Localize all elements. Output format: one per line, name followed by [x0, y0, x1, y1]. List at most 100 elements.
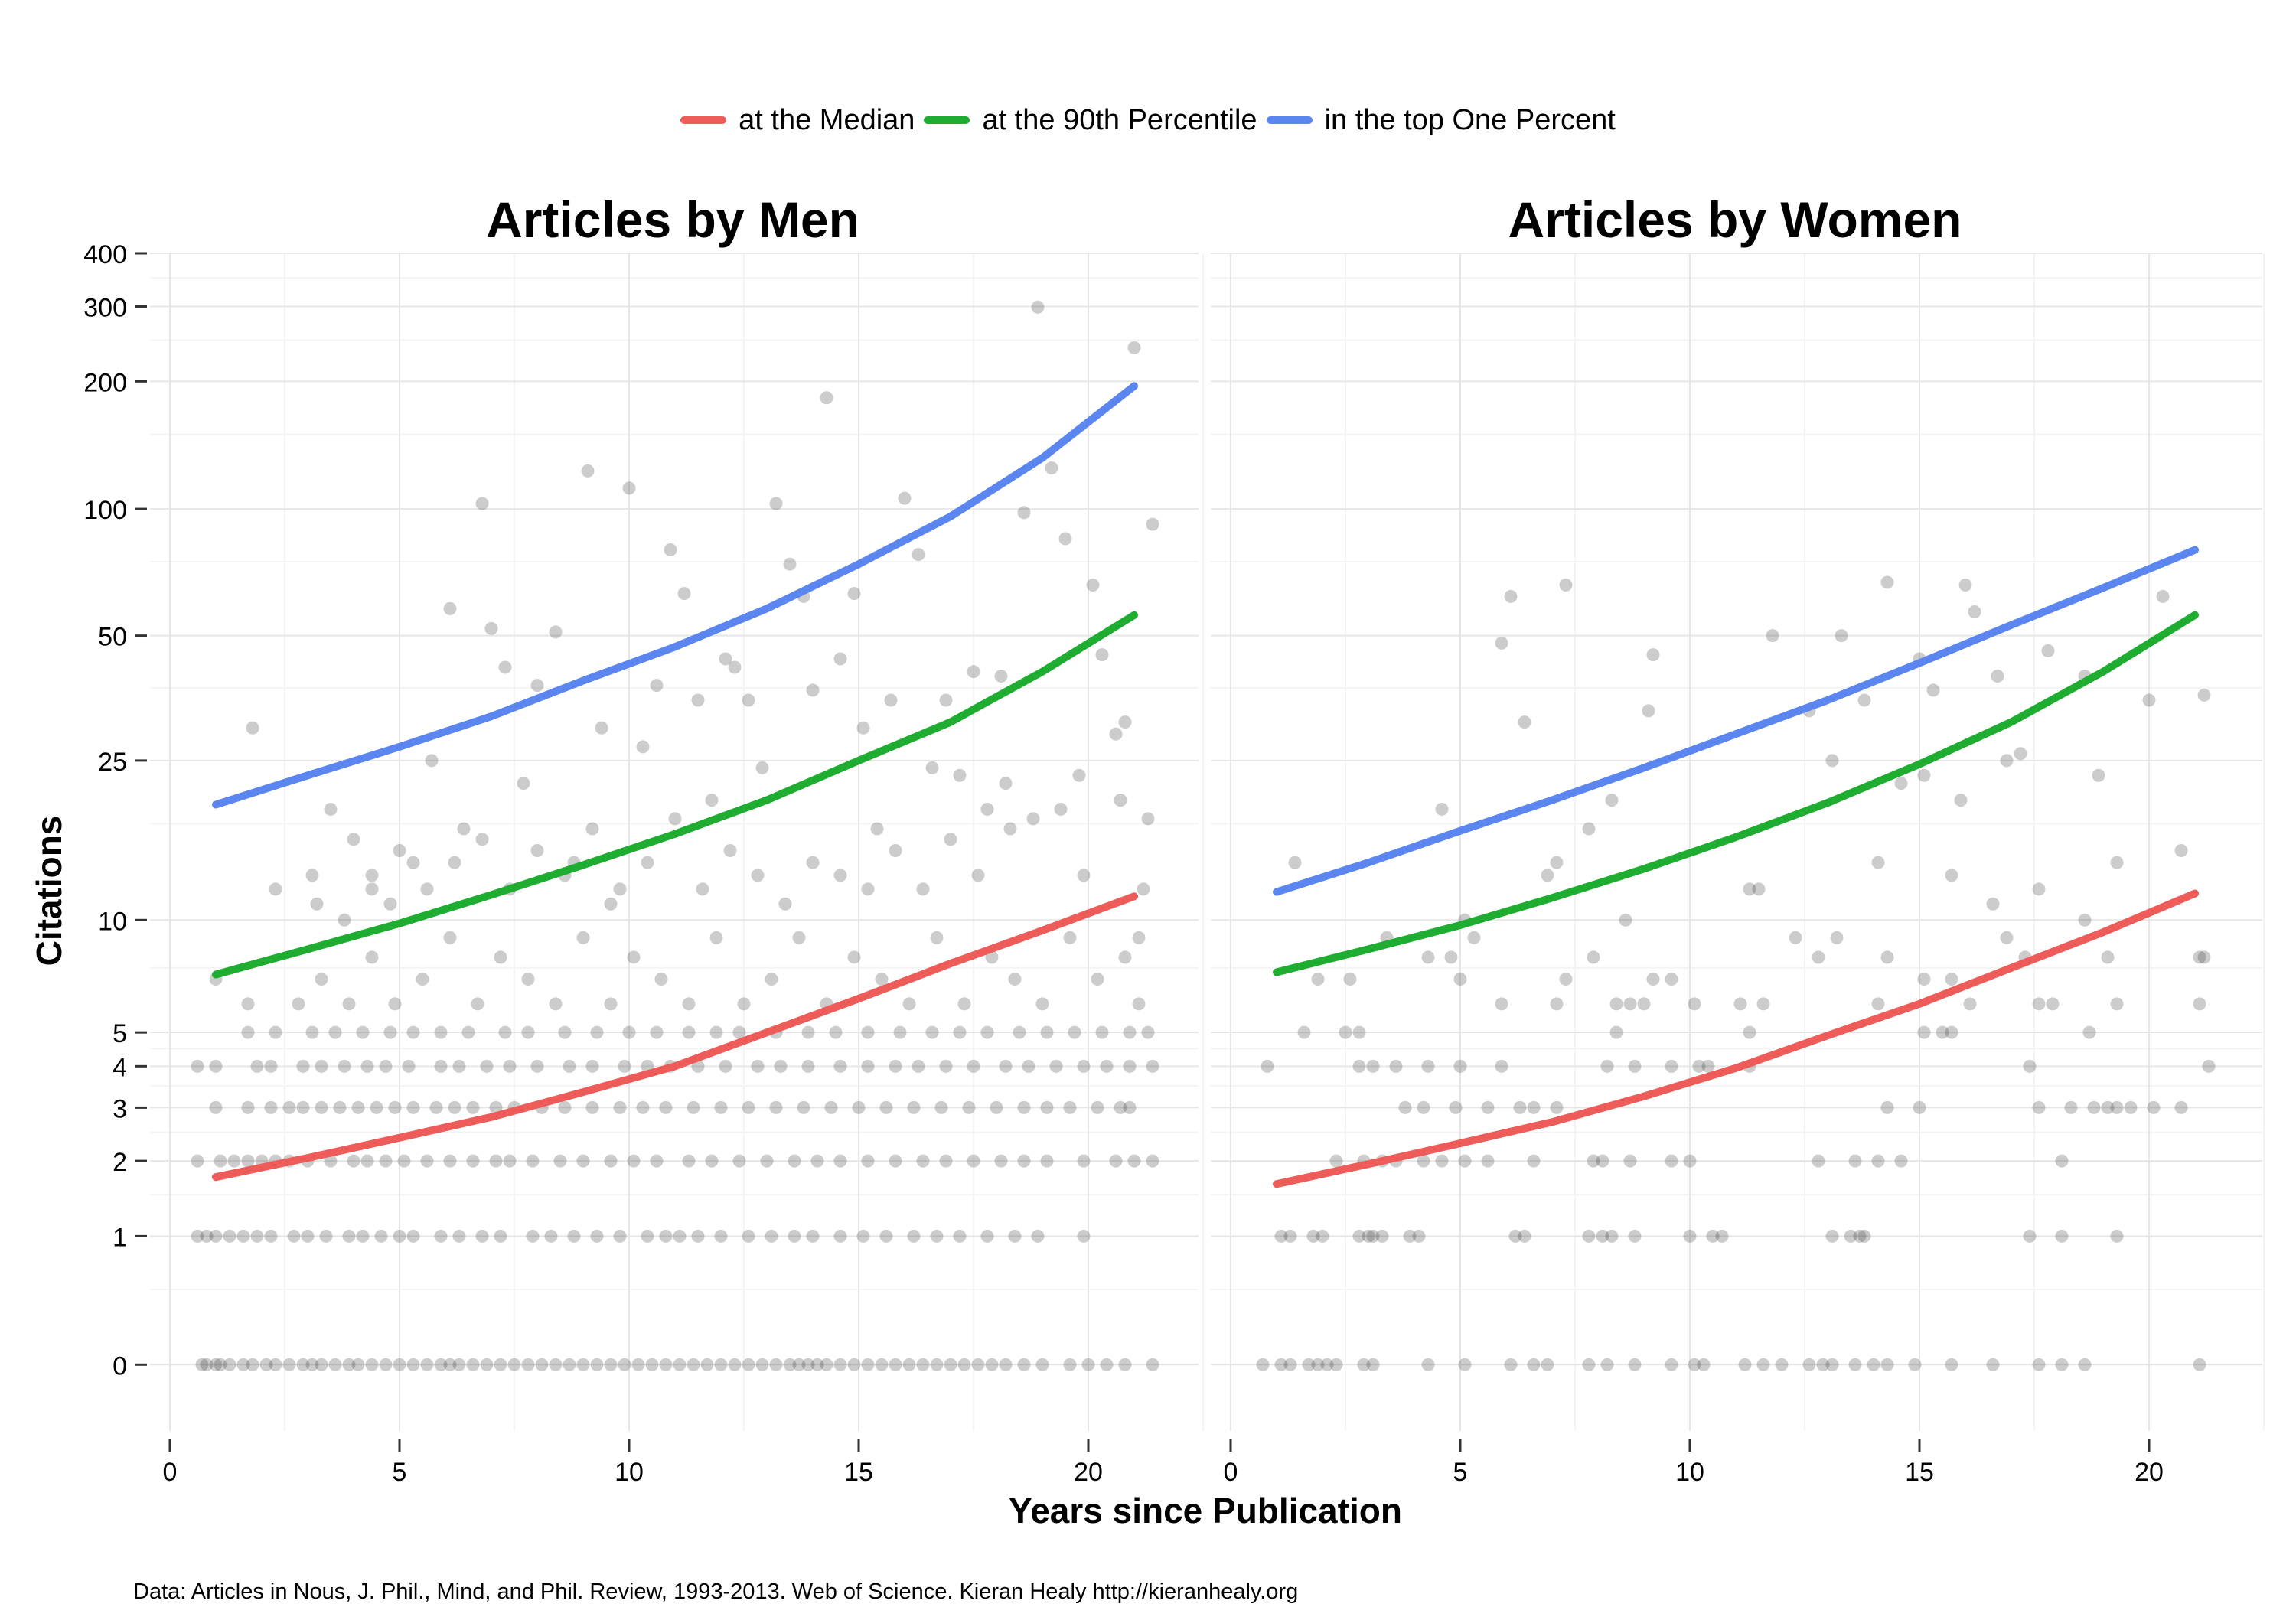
data-point [810, 1154, 824, 1168]
data-point [563, 1059, 576, 1073]
data-point [1867, 1358, 1880, 1371]
data-point [994, 1154, 1008, 1168]
y-tick-label: 50 [98, 623, 127, 652]
data-point [1683, 1229, 1697, 1243]
data-point [1913, 1100, 1926, 1114]
data-point [585, 1100, 599, 1114]
data-point [1449, 1100, 1463, 1114]
data-point [315, 1358, 328, 1371]
data-point [452, 1229, 466, 1243]
data-point [1743, 1025, 1756, 1039]
data-point [296, 1100, 310, 1114]
data-point [1609, 1025, 1623, 1039]
data-point [769, 1358, 783, 1371]
data-point [209, 1229, 223, 1243]
data-point [2064, 1100, 2078, 1114]
data-point [788, 1229, 801, 1243]
data-point [374, 1229, 388, 1243]
data-point [1495, 1059, 1508, 1073]
data-point [1283, 1229, 1297, 1243]
data-point [604, 1154, 618, 1168]
data-point [650, 1025, 664, 1039]
data-point [788, 1154, 801, 1168]
data-point [797, 1100, 810, 1114]
data-point [1095, 648, 1109, 662]
data-point [1118, 1358, 1132, 1371]
y-tick-label: 2 [113, 1148, 127, 1177]
data-point [590, 1358, 604, 1371]
data-point [2000, 754, 2014, 768]
data-point [264, 1059, 278, 1073]
data-point [833, 1059, 847, 1073]
data-point [1646, 972, 1660, 986]
data-point [214, 1358, 227, 1371]
data-point [907, 1100, 921, 1114]
data-point [402, 1059, 416, 1073]
data-point [875, 972, 889, 986]
data-point [480, 1358, 494, 1371]
data-point [2082, 1025, 2096, 1039]
data-point [310, 897, 324, 911]
data-point [916, 1154, 930, 1168]
data-point [1880, 575, 1894, 589]
data-point [912, 548, 925, 562]
data-point [806, 1229, 820, 1243]
panel-title: Articles by Men [486, 191, 859, 248]
data-point [2000, 931, 2014, 944]
data-point [971, 1358, 985, 1371]
data-point [585, 1059, 599, 1073]
data-point [1008, 1229, 1022, 1243]
data-point [250, 1059, 264, 1073]
data-point [1518, 715, 1531, 729]
data-point [1701, 1059, 1715, 1073]
data-point [1329, 1358, 1343, 1371]
data-point [241, 1154, 255, 1168]
data-point [305, 869, 319, 882]
data-point [659, 1358, 673, 1371]
data-point [1274, 1229, 1288, 1243]
data-point [1541, 869, 1554, 882]
y-tick-label: 0 [113, 1351, 127, 1380]
data-point [1049, 1059, 1063, 1073]
y-tick-label: 100 [83, 496, 127, 525]
data-point [1274, 1358, 1288, 1371]
data-point [2032, 997, 2046, 1011]
data-point [2023, 1059, 2037, 1073]
data-point [342, 997, 356, 1011]
data-point [393, 1229, 406, 1243]
data-point [1600, 1358, 1614, 1371]
legend-label-median: at the Median [739, 103, 915, 136]
data-point [641, 856, 654, 869]
data-point [1642, 704, 1655, 718]
data-point [365, 882, 379, 896]
data-point [2055, 1154, 2069, 1168]
x-tick-label: 5 [1453, 1458, 1468, 1487]
data-point [549, 997, 563, 1011]
data-point [824, 1100, 838, 1114]
data-point [1261, 1059, 1274, 1073]
data-point [351, 1358, 365, 1371]
data-point [1835, 629, 1848, 643]
data-point [870, 822, 884, 836]
data-point [342, 1229, 356, 1243]
data-point [1035, 1358, 1049, 1371]
data-point [1403, 1229, 1417, 1243]
data-point [259, 1358, 273, 1371]
data-point [558, 1100, 572, 1114]
y-tick-label: 4 [113, 1053, 127, 1082]
data-point [393, 1358, 406, 1371]
data-point [200, 1229, 214, 1243]
data-point [806, 683, 820, 697]
data-point [893, 1025, 907, 1039]
data-point [1316, 1229, 1329, 1243]
data-point [613, 882, 627, 896]
data-point [494, 1358, 507, 1371]
data-point [1137, 882, 1150, 896]
data-point [1077, 1059, 1091, 1073]
data-point [1118, 950, 1132, 964]
data-point [916, 882, 930, 896]
data-point [912, 1059, 925, 1073]
data-point [1123, 1025, 1137, 1039]
data-point [650, 1154, 664, 1168]
data-point [1527, 1100, 1541, 1114]
